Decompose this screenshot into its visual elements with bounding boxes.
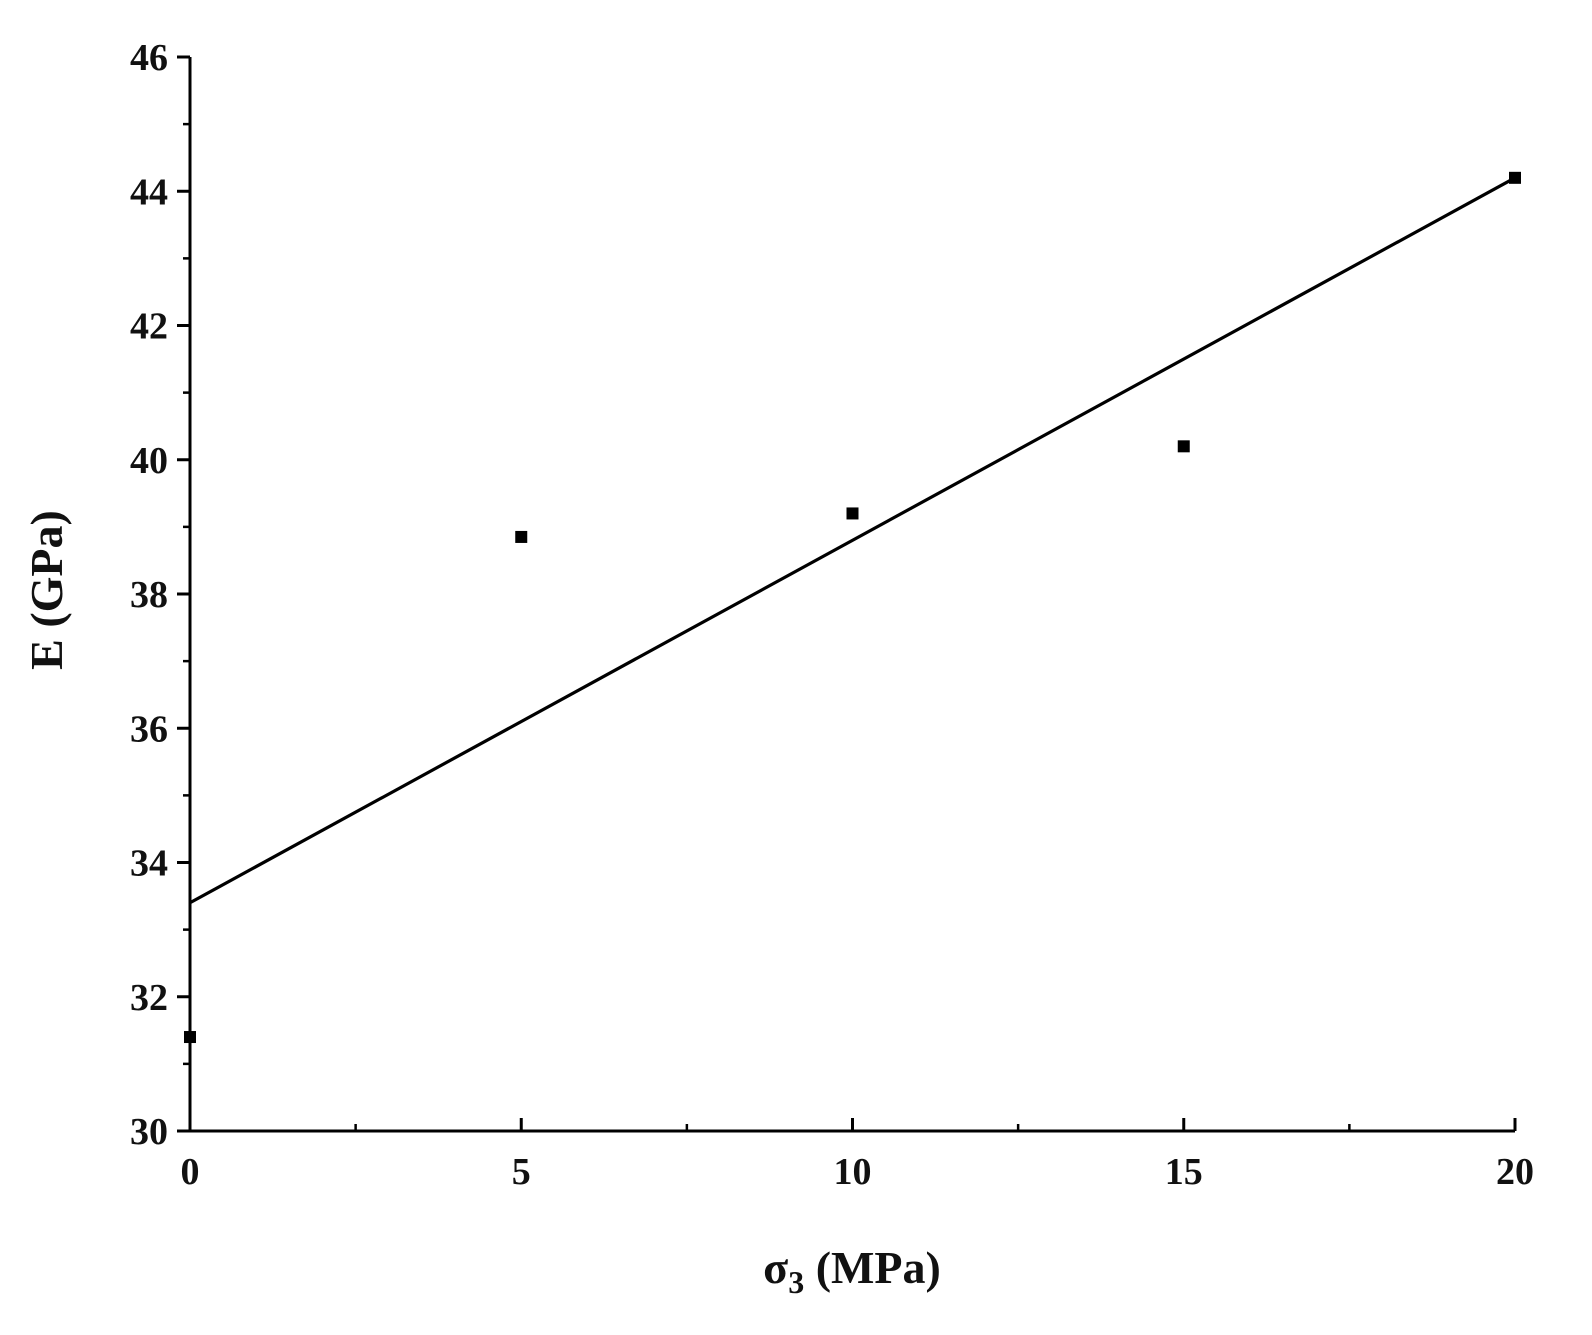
- y-tick-label: 44: [130, 171, 168, 213]
- y-tick-label: 40: [130, 440, 168, 482]
- x-tick-label: 20: [1496, 1151, 1534, 1193]
- y-tick-label: 46: [130, 37, 168, 79]
- axes: [188, 57, 1515, 1133]
- data-points: [184, 171, 1521, 1044]
- x-tick-label: 10: [834, 1151, 872, 1193]
- y-tick-label: 36: [130, 708, 168, 750]
- ticks: 30 32 34 36 38 40 42 44 46 0 5 10 15 20: [130, 37, 1534, 1193]
- x-axis-title: σ3 (MPa): [763, 1242, 941, 1300]
- data-point: [515, 530, 528, 543]
- x-tick-label: 5: [512, 1151, 531, 1193]
- data-point: [846, 507, 859, 520]
- fit-line: [189, 176, 1516, 905]
- data-point: [184, 1031, 196, 1044]
- data-point: [1177, 440, 1190, 453]
- x-tick-label: 15: [1165, 1151, 1203, 1193]
- data-point: [1509, 171, 1521, 184]
- y-tick-label: 34: [130, 843, 168, 885]
- y-tick-label: 32: [130, 977, 168, 1019]
- x-tick-label: 0: [181, 1151, 200, 1193]
- y-tick-label: 42: [130, 306, 168, 348]
- fit-line-group: [189, 176, 1516, 905]
- y-axis-title: E (GPa): [21, 510, 72, 670]
- x-axis-title-subscript: 3: [788, 1264, 804, 1300]
- y-tick-label: 30: [130, 1111, 168, 1153]
- x-axis-title-unit: (MPa): [804, 1242, 941, 1293]
- x-axis-title-symbol: σ: [763, 1242, 788, 1293]
- y-tick-label: 38: [130, 574, 168, 616]
